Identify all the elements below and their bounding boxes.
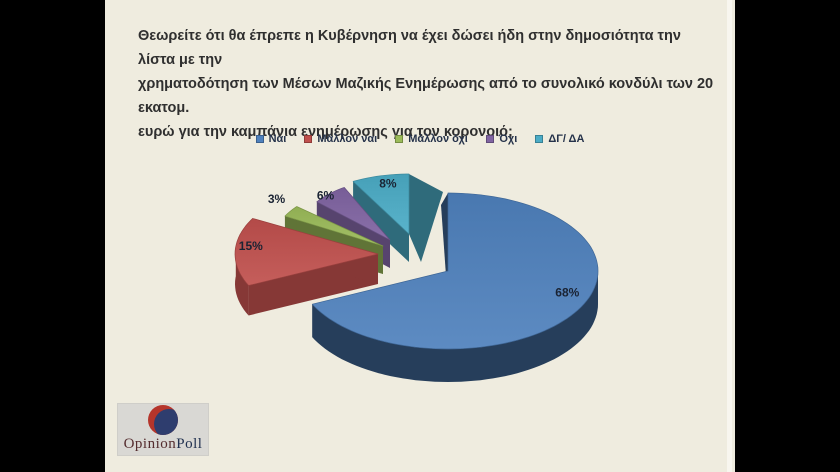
legend-label: Ναι	[268, 133, 287, 145]
legend-item-1: Μάλλον ναι	[304, 133, 377, 145]
pie-label-4: 8%	[379, 177, 397, 191]
pie-slice-4-face	[352, 173, 410, 235]
pie-slice-3-face	[316, 187, 391, 241]
pie-label-0: 68%	[555, 285, 579, 299]
legend-label: ΔΓ/ ΔΑ	[548, 133, 585, 145]
logo-sphere-icon	[148, 405, 178, 435]
legend-swatch	[255, 135, 264, 143]
slide: Θεωρείτε ότι θα έπρεπε η Κυβέρνηση να έχ…	[105, 0, 735, 472]
legend-swatch	[535, 135, 544, 143]
pie-slice-2-face	[284, 206, 384, 247]
logo-text-opinion: Opinion	[123, 436, 177, 452]
pie-slice-1-face	[234, 218, 379, 286]
legend-item-3: Όχι	[485, 133, 518, 145]
pie-slice-1-rim	[235, 246, 249, 316]
pie-label-1: 15%	[239, 239, 263, 253]
legend-item-4: ΔΓ/ ΔΑ	[535, 133, 584, 145]
logo-text: OpinionPoll	[117, 436, 209, 453]
pie-label-2: 3%	[268, 192, 286, 206]
legend: Ναι Μάλλον ναι Μάλλον όχι Όχι ΔΓ/ ΔΑ	[105, 133, 735, 145]
pie-slice-0-face	[311, 192, 599, 350]
pie-label-3: 6%	[317, 189, 335, 203]
letterbox-left	[0, 0, 105, 472]
legend-swatch	[485, 135, 494, 143]
pie-slice-0-rim	[312, 271, 598, 382]
legend-label: Όχι	[498, 133, 518, 145]
slide-edge-highlight	[727, 0, 732, 472]
opinion-poll-logo: OpinionPoll	[117, 403, 209, 456]
legend-item-0: Ναι	[255, 133, 287, 145]
legend-item-2: Μάλλον όχι	[395, 133, 468, 145]
pie-slice-4-side	[409, 174, 443, 262]
legend-label: Μάλλον όχι	[408, 133, 468, 145]
legend-label: Μάλλον ναι	[317, 133, 378, 145]
pie-chart: 68% 15% 3% 6% 8%	[234, 173, 599, 382]
legend-swatch	[304, 135, 313, 143]
letterbox-right	[735, 0, 840, 472]
question-title: Θεωρείτε ότι θα έπρεπε η Κυβέρνηση να έχ…	[138, 28, 714, 140]
logo-text-poll: Poll	[176, 436, 203, 452]
legend-swatch	[395, 135, 404, 143]
pie-slice-4-side	[353, 181, 409, 262]
